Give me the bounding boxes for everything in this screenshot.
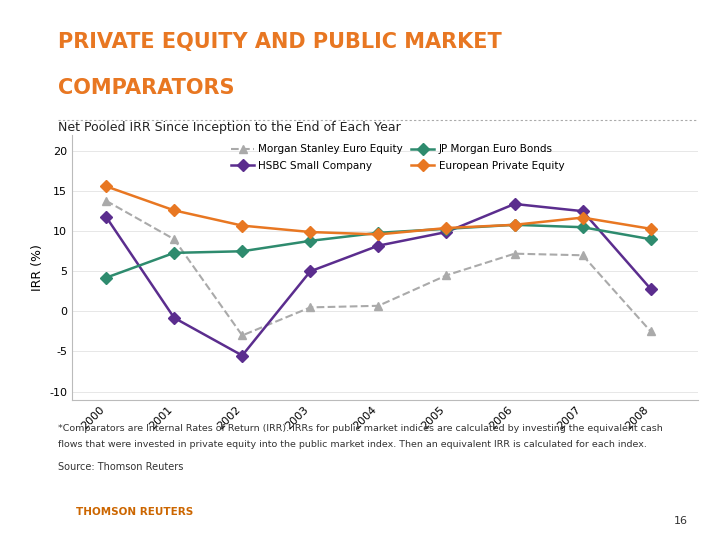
European Private Equity bbox=[306, 229, 315, 235]
HSBC Small Company bbox=[238, 352, 246, 359]
Text: PRIVATE EQUITY AND PUBLIC MARKET: PRIVATE EQUITY AND PUBLIC MARKET bbox=[58, 32, 501, 52]
Morgan Stanley Euro Equity bbox=[647, 328, 655, 335]
European Private Equity bbox=[238, 222, 246, 229]
HSBC Small Company bbox=[510, 201, 519, 207]
Line: European Private Equity: European Private Equity bbox=[102, 182, 655, 239]
Text: Net Pooled IRR Since Inception to the End of Each Year: Net Pooled IRR Since Inception to the En… bbox=[58, 122, 400, 134]
Text: *Comparators are Internal Rates of Return (IRR). IRRs for public market indices : *Comparators are Internal Rates of Retur… bbox=[58, 424, 662, 433]
European Private Equity bbox=[510, 221, 519, 228]
Morgan Stanley Euro Equity bbox=[170, 236, 179, 242]
HSBC Small Company bbox=[374, 242, 383, 249]
Legend: Morgan Stanley Euro Equity, HSBC Small Company, JP Morgan Euro Bonds, European P: Morgan Stanley Euro Equity, HSBC Small C… bbox=[227, 140, 568, 175]
HSBC Small Company bbox=[306, 268, 315, 274]
Text: THOMSON REUTERS: THOMSON REUTERS bbox=[76, 507, 193, 517]
Text: flows that were invested in private equity into the public market index. Then an: flows that were invested in private equi… bbox=[58, 440, 647, 449]
HSBC Small Company bbox=[102, 213, 110, 220]
JP Morgan Euro Bonds bbox=[442, 226, 451, 232]
HSBC Small Company bbox=[578, 208, 587, 214]
Morgan Stanley Euro Equity bbox=[102, 198, 110, 204]
JP Morgan Euro Bonds bbox=[578, 224, 587, 231]
HSBC Small Company bbox=[170, 315, 179, 321]
European Private Equity bbox=[170, 207, 179, 214]
Morgan Stanley Euro Equity bbox=[578, 252, 587, 259]
European Private Equity bbox=[102, 183, 110, 190]
Text: Source: Thomson Reuters: Source: Thomson Reuters bbox=[58, 462, 183, 472]
HSBC Small Company bbox=[442, 229, 451, 235]
JP Morgan Euro Bonds bbox=[647, 236, 655, 242]
Morgan Stanley Euro Equity bbox=[442, 272, 451, 279]
Morgan Stanley Euro Equity bbox=[510, 251, 519, 257]
European Private Equity bbox=[374, 231, 383, 238]
Line: Morgan Stanley Euro Equity: Morgan Stanley Euro Equity bbox=[102, 197, 655, 340]
JP Morgan Euro Bonds bbox=[374, 230, 383, 236]
HSBC Small Company bbox=[647, 286, 655, 292]
Morgan Stanley Euro Equity bbox=[374, 302, 383, 309]
Text: 16: 16 bbox=[674, 516, 688, 526]
Morgan Stanley Euro Equity bbox=[306, 304, 315, 310]
Line: HSBC Small Company: HSBC Small Company bbox=[102, 200, 655, 360]
European Private Equity bbox=[578, 214, 587, 221]
JP Morgan Euro Bonds bbox=[238, 248, 246, 254]
Text: COMPARATORS: COMPARATORS bbox=[58, 78, 234, 98]
JP Morgan Euro Bonds bbox=[306, 238, 315, 244]
Line: JP Morgan Euro Bonds: JP Morgan Euro Bonds bbox=[102, 221, 655, 282]
European Private Equity bbox=[647, 226, 655, 232]
JP Morgan Euro Bonds bbox=[102, 274, 110, 281]
European Private Equity bbox=[442, 225, 451, 231]
JP Morgan Euro Bonds bbox=[170, 249, 179, 256]
Y-axis label: IRR (%): IRR (%) bbox=[30, 244, 44, 291]
Morgan Stanley Euro Equity bbox=[238, 332, 246, 339]
JP Morgan Euro Bonds bbox=[510, 221, 519, 228]
